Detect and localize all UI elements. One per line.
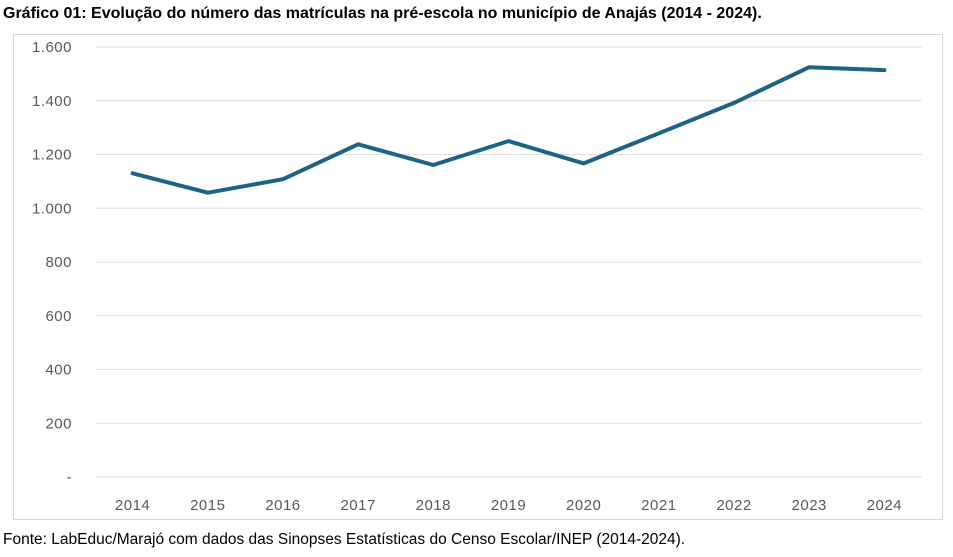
x-axis-tick-label: 2014: [115, 497, 150, 514]
x-axis-tick-label: 2017: [340, 497, 375, 514]
x-axis-tick-label: 2021: [641, 497, 676, 514]
y-axis-tick-label: 600: [45, 308, 72, 325]
source-note: Fonte: LabEduc/Marajó com dados das Sino…: [3, 531, 686, 548]
y-axis-tick-label: 1.200: [32, 147, 72, 164]
y-axis-tick-label: -: [67, 469, 73, 486]
chart-title: Gráfico 01: Evolução do número das matrí…: [3, 5, 762, 22]
y-axis-tick-label: 1.000: [32, 200, 72, 217]
x-axis-tick-label: 2015: [190, 497, 225, 514]
x-axis-tick-label: 2020: [566, 497, 601, 514]
y-axis-tick-label: 1.600: [32, 39, 72, 56]
x-axis-tick-label: 2016: [265, 497, 300, 514]
x-axis-tick-label: 2019: [491, 497, 526, 514]
x-axis-tick-label: 2022: [716, 497, 751, 514]
x-axis-tick-label: 2018: [416, 497, 451, 514]
line-chart-svg: - 200 400 600 800 1.000 1.200 1.400 1.600 2014 201…: [32, 39, 922, 514]
line-chart-area: - 200 400 600 800 1.000 1.200 1.400 1.600 2014 201…: [13, 34, 943, 520]
y-axis-tick-label: 1.400: [32, 93, 72, 110]
x-axis-tick-label: 2024: [867, 497, 902, 514]
x-axis-tick-label: 2023: [792, 497, 827, 514]
series-line: [130, 65, 887, 195]
y-axis-tick-label: 200: [45, 415, 72, 432]
y-axis-tick-label: 400: [45, 362, 72, 379]
y-axis-tick-label: 800: [45, 254, 72, 271]
